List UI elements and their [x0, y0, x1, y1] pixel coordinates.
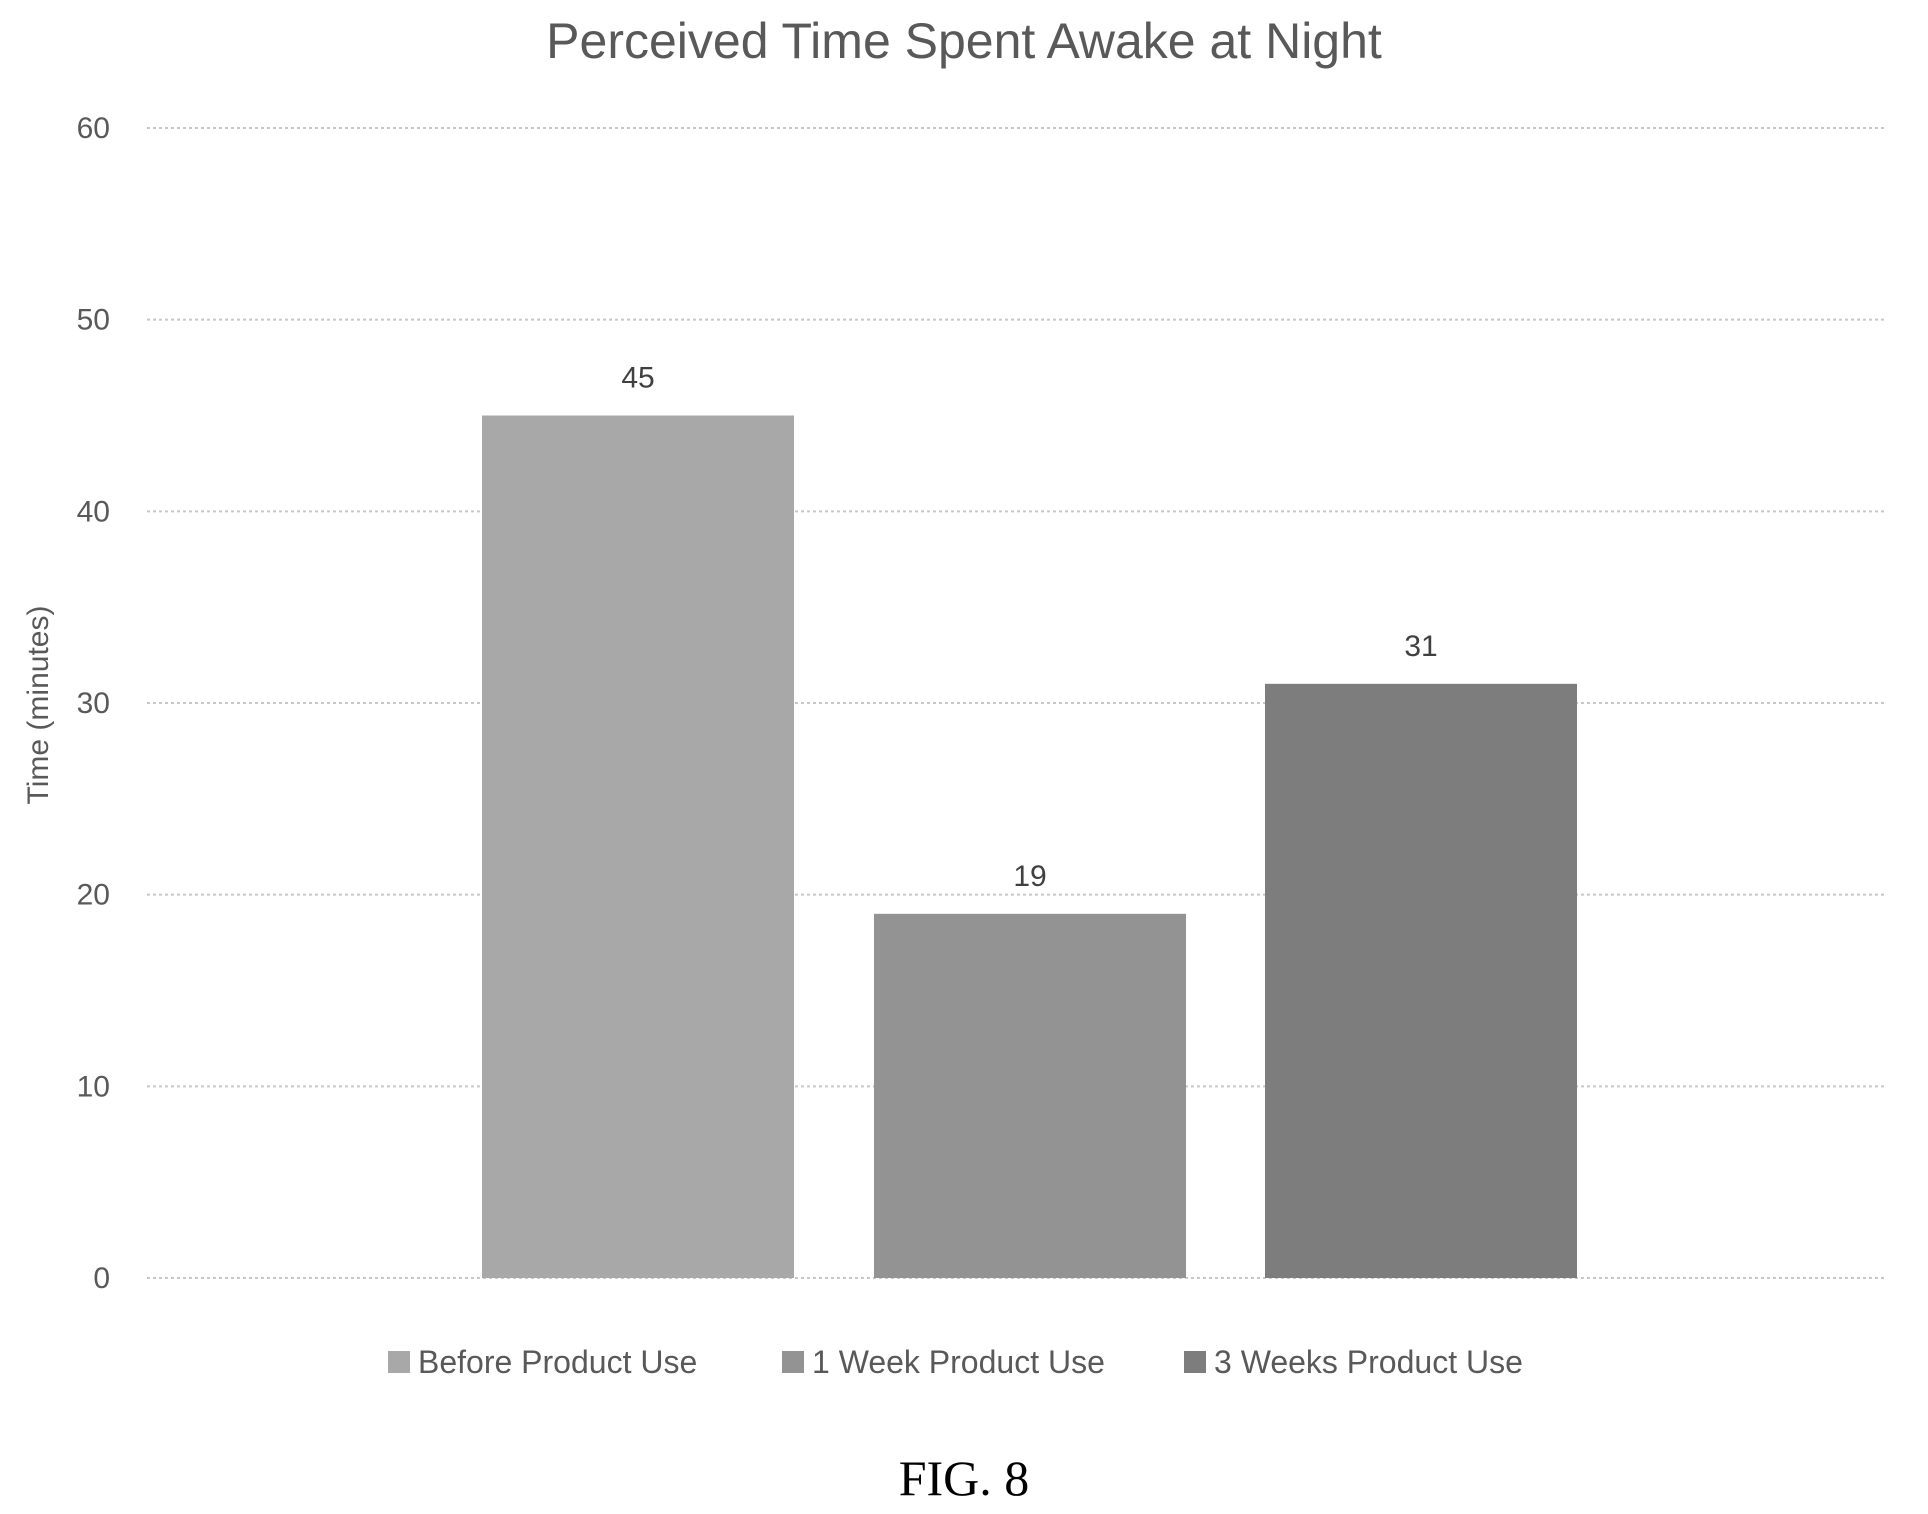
- legend: Before Product Use 1 Week Product Use 3 We…: [388, 1344, 1523, 1380]
- legend-item: Before Product Use: [388, 1344, 697, 1380]
- y-tick-label: 60: [77, 112, 110, 145]
- figure-caption: FIG. 8: [899, 1450, 1030, 1506]
- bar-value-label: 31: [1404, 630, 1437, 663]
- y-tick-label: 0: [93, 1262, 110, 1295]
- legend-item: 1 Week Product Use: [782, 1344, 1105, 1380]
- legend-label: 3 Weeks Product Use: [1214, 1344, 1523, 1380]
- y-axis-label: Time (minutes): [22, 606, 55, 805]
- bar-value-label: 45: [621, 362, 654, 395]
- legend-swatch: [782, 1351, 804, 1373]
- y-tick-label: 50: [77, 304, 110, 337]
- y-axis-ticks: 0 10 20 30 40 50 60: [77, 112, 110, 1295]
- bar: [874, 913, 1186, 1278]
- chart-title: Perceived Time Spent Awake at Night: [546, 13, 1382, 69]
- gridlines: [147, 127, 1885, 1279]
- bars: [482, 415, 1577, 1278]
- legend-label: 1 Week Product Use: [812, 1344, 1105, 1380]
- y-tick-label: 20: [77, 879, 110, 912]
- y-tick-label: 30: [77, 687, 110, 720]
- legend-swatch: [388, 1351, 410, 1373]
- legend-swatch: [1184, 1351, 1206, 1373]
- bar-value-label: 19: [1013, 860, 1046, 893]
- legend-label: Before Product Use: [418, 1344, 697, 1380]
- y-tick-label: 40: [77, 495, 110, 528]
- bar: [482, 415, 794, 1278]
- legend-item: 3 Weeks Product Use: [1184, 1344, 1523, 1380]
- bar: [1265, 683, 1577, 1278]
- y-tick-label: 10: [77, 1070, 110, 1103]
- data-labels: 45 19 31: [621, 362, 1437, 893]
